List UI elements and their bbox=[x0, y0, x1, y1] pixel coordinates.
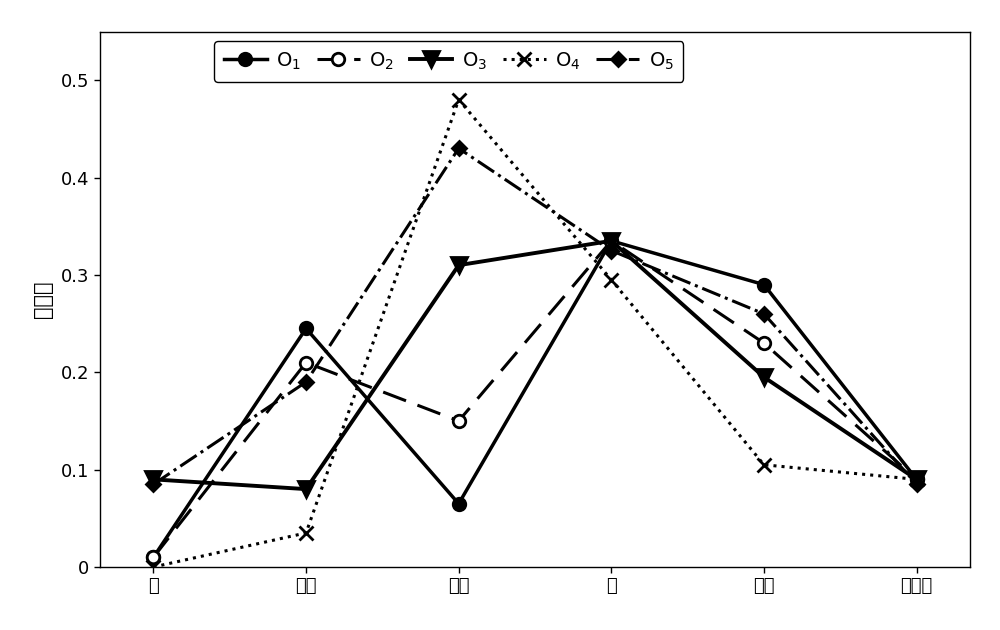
Legend: $\mathrm{O}_{1}$, $\mathrm{O}_{2}$, $\mathrm{O}_{3}$, $\mathrm{O}_{4}$, $\mathrm: $\mathrm{O}_{1}$, $\mathrm{O}_{2}$, $\ma… bbox=[214, 41, 683, 82]
Y-axis label: 置信度: 置信度 bbox=[33, 280, 53, 318]
